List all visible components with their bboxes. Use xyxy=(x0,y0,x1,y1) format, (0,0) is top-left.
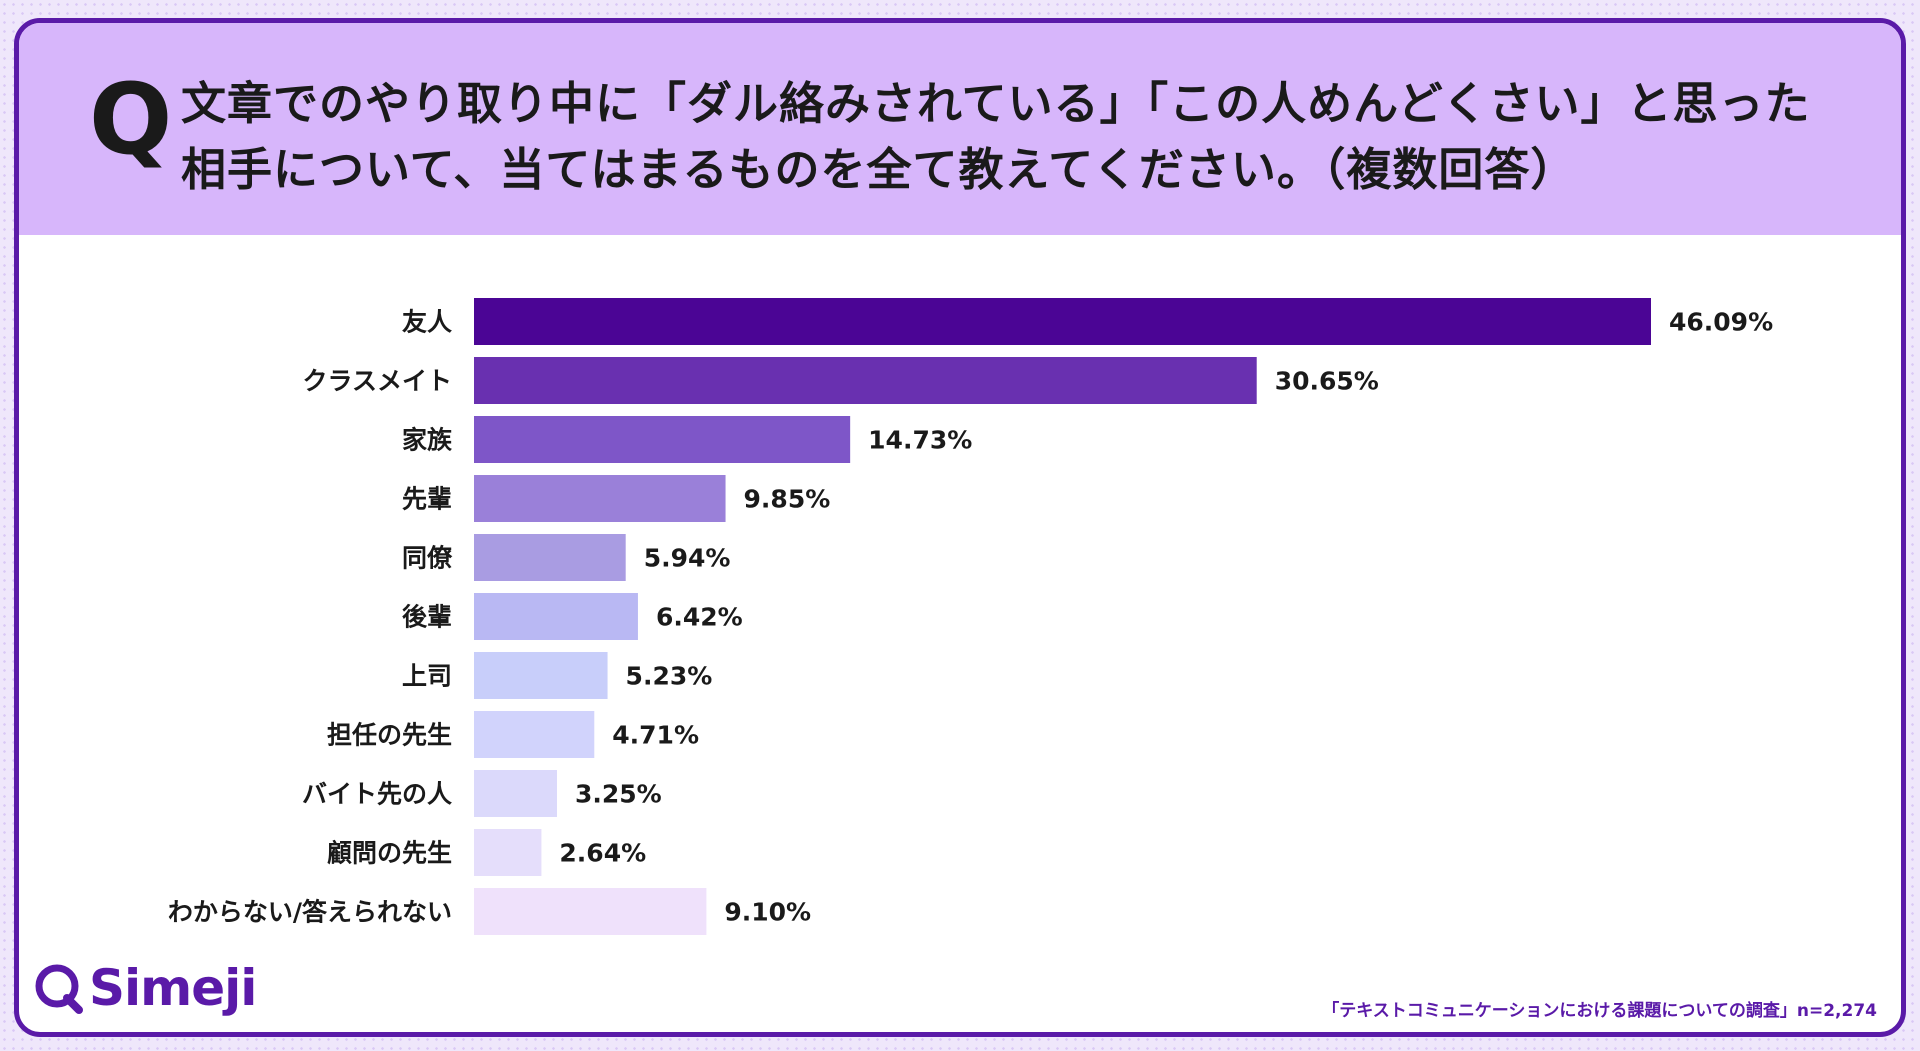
value-label: 46.09% xyxy=(1669,308,1773,337)
bar xyxy=(474,357,1257,404)
value-label: 2.64% xyxy=(559,839,646,868)
bar xyxy=(474,888,707,935)
source-note: 「テキストコミュニケーションにおける課題についての調査」n=2,274 xyxy=(1322,1001,1877,1021)
category-label: 担任の先生 xyxy=(327,721,452,750)
bar xyxy=(474,770,557,817)
speech-bubble-icon xyxy=(35,964,83,1014)
bar xyxy=(474,298,1651,345)
question-header: Q 文章でのやり取り中に「ダル絡みされている」「この人めんどくさい」と思った 相… xyxy=(19,23,1901,235)
value-label: 5.94% xyxy=(644,544,731,573)
category-label: 顧問の先生 xyxy=(327,839,452,868)
q-mark: Q xyxy=(89,63,172,177)
category-label: 友人 xyxy=(402,308,452,337)
category-label: 先輩 xyxy=(402,485,452,514)
value-label: 30.65% xyxy=(1275,367,1379,396)
question-text: 文章でのやり取り中に「ダル絡みされている」「この人めんどくさい」と思った 相手に… xyxy=(181,71,1881,203)
bar xyxy=(474,829,542,876)
value-label: 14.73% xyxy=(868,426,972,455)
bar-chart: 友人 46.09% クラスメイト 30.65% 家族 14.73% 先輩 9.85% 同僚 5.9… xyxy=(168,298,1773,935)
bar xyxy=(474,652,608,699)
category-label: 上司 xyxy=(402,662,452,691)
question-line-1: 文章でのやり取り中に「ダル絡みされている」「この人めんどくさい」と思った xyxy=(181,77,1811,130)
category-label: 同僚 xyxy=(402,544,453,573)
value-label: 4.71% xyxy=(612,721,699,750)
question-line-2: 相手について、当てはまるものを全て教えてください。（複数回答） xyxy=(181,143,1577,196)
category-label: 後輩 xyxy=(402,603,452,632)
bar xyxy=(474,711,595,758)
value-label: 6.42% xyxy=(656,603,743,632)
value-label: 5.23% xyxy=(626,662,713,691)
bar xyxy=(474,475,726,522)
category-label: クラスメイト xyxy=(302,367,452,396)
value-label: 9.85% xyxy=(744,485,831,514)
bar xyxy=(474,534,626,581)
simeji-logo: Simeji xyxy=(33,958,257,1018)
bar xyxy=(474,416,851,463)
value-label: 9.10% xyxy=(724,898,811,927)
value-label: 3.25% xyxy=(575,780,662,809)
category-label: 家族 xyxy=(402,426,453,455)
logo-text: Simeji xyxy=(89,959,257,1017)
chart-card: Q 文章でのやり取り中に「ダル絡みされている」「この人めんどくさい」と思った 相… xyxy=(14,18,1906,1037)
category-label: わからない/答えられない xyxy=(168,898,452,927)
bar xyxy=(474,593,638,640)
category-label: バイト先の人 xyxy=(302,780,452,809)
